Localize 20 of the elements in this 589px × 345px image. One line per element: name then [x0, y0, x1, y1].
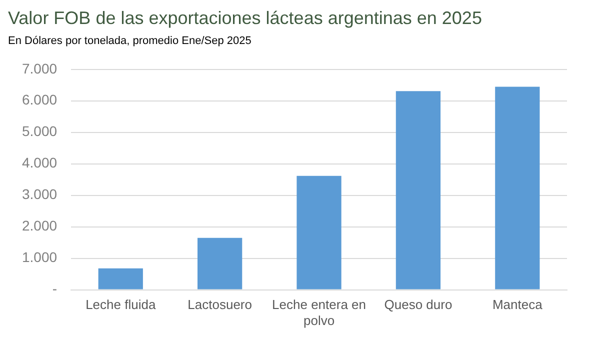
x-tick-label: Leche entera en polvo: [272, 297, 366, 328]
x-tick-label: Lactosuero: [188, 297, 252, 312]
y-tick-label: 5.000: [22, 123, 58, 140]
chart-title: Valor FOB de las exportaciones lácteas argentinas en 2025: [8, 8, 483, 29]
x-tick-label: Queso duro: [384, 297, 452, 312]
x-tick-label: Leche fluida: [86, 297, 156, 312]
y-tick-label: 1.000: [22, 249, 58, 266]
bar: [198, 238, 242, 290]
y-tick-label: 3.000: [22, 186, 58, 202]
y-tick-label: 4.000: [22, 154, 58, 171]
bar: [296, 176, 342, 290]
y-tick-label: 2.000: [22, 218, 58, 234]
chart-subtitle: En Dólares por tonelada, promedio Ene/Sep 2025: [8, 35, 252, 47]
bar: [495, 86, 540, 290]
bar: [98, 268, 143, 290]
bar: [396, 91, 441, 290]
x-tick-label: Manteca: [492, 297, 544, 312]
y-tick-label: -: [52, 280, 58, 297]
y-tick-label: 7.000: [22, 60, 58, 76]
y-tick-label: 6.000: [22, 92, 58, 108]
